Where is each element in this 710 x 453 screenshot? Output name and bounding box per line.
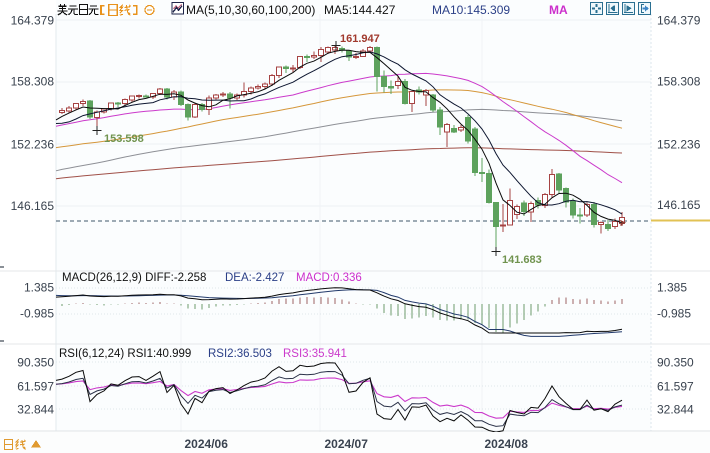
svg-text:2024/07: 2024/07 (325, 437, 369, 451)
svg-text:-0.985: -0.985 (20, 307, 54, 321)
svg-text:1.385: 1.385 (24, 281, 54, 295)
svg-text:MACD(26,12,9) DIFF:-2.258: MACD(26,12,9) DIFF:-2.258 (62, 272, 206, 284)
svg-text:RSI3:35.941: RSI3:35.941 (283, 348, 347, 360)
svg-text:32.844: 32.844 (657, 403, 694, 417)
svg-text:-0.985: -0.985 (657, 307, 691, 321)
svg-text:141.683: 141.683 (502, 254, 542, 266)
svg-text:DEA:-2.427: DEA:-2.427 (225, 272, 284, 284)
svg-text:MA(5,10,30,60,100,200): MA(5,10,30,60,100,200) (186, 3, 315, 17)
svg-text:152.236: 152.236 (657, 138, 701, 152)
svg-text:90.350: 90.350 (17, 356, 54, 370)
svg-text:61.597: 61.597 (657, 380, 694, 394)
svg-text:1.385: 1.385 (657, 281, 687, 295)
svg-text:90.350: 90.350 (657, 356, 694, 370)
svg-text:MA10:145.309: MA10:145.309 (432, 3, 510, 17)
svg-text:161.947: 161.947 (340, 33, 380, 45)
svg-text:158.308: 158.308 (11, 75, 55, 89)
svg-text:164.379: 164.379 (11, 14, 55, 28)
svg-text:MA5:144.427: MA5:144.427 (324, 3, 396, 17)
svg-text:RSI2:36.503: RSI2:36.503 (208, 348, 272, 360)
svg-text:MACD:0.336: MACD:0.336 (296, 272, 362, 284)
svg-text:146.165: 146.165 (11, 199, 55, 213)
svg-text:153.598: 153.598 (104, 133, 144, 145)
svg-text:146.165: 146.165 (657, 198, 701, 212)
svg-text:152.236: 152.236 (11, 138, 55, 152)
svg-text:2024/08: 2024/08 (485, 437, 529, 451)
svg-text:RSI(6,12,24) RSI1:40.999: RSI(6,12,24) RSI1:40.999 (59, 348, 191, 360)
svg-text:MA: MA (549, 3, 568, 17)
svg-text:32.844: 32.844 (17, 403, 54, 417)
svg-text:2024/06: 2024/06 (185, 437, 229, 451)
svg-text:158.308: 158.308 (657, 75, 701, 89)
svg-text:164.379: 164.379 (657, 14, 701, 28)
svg-text:61.597: 61.597 (17, 380, 54, 394)
